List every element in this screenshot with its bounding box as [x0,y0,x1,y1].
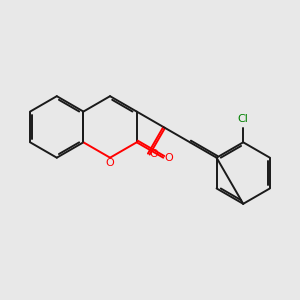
Text: O: O [106,158,114,168]
Text: O: O [149,148,158,159]
Text: O: O [164,153,173,163]
Text: Cl: Cl [238,114,249,124]
